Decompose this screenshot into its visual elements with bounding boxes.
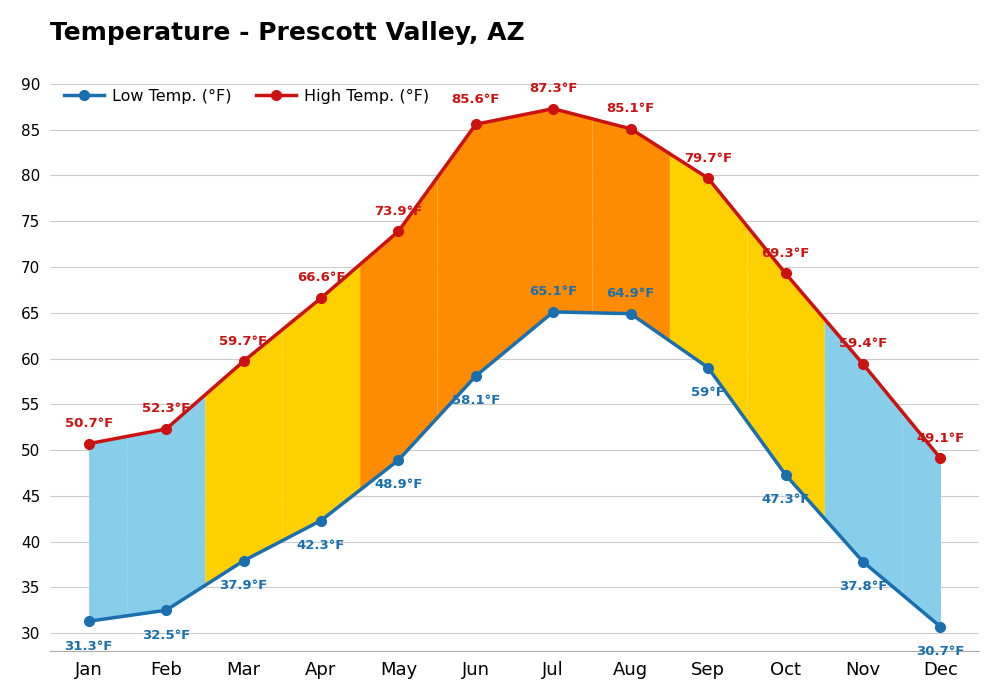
Text: 87.3°F: 87.3°F	[529, 82, 577, 95]
Line: Low Temp. (°F): Low Temp. (°F)	[84, 307, 945, 631]
High Temp. (°F)	[315, 294, 327, 302]
High Temp. (°F)	[857, 360, 869, 368]
Text: 31.3°F: 31.3°F	[64, 640, 113, 652]
Text: 69.3°F: 69.3°F	[761, 246, 810, 260]
Low Temp. (°F)	[392, 456, 404, 464]
Text: 79.7°F: 79.7°F	[684, 151, 732, 164]
Text: 32.5°F: 32.5°F	[142, 629, 190, 642]
Text: 59.4°F: 59.4°F	[839, 337, 887, 350]
Low Temp. (°F)	[934, 622, 946, 631]
Text: 48.9°F: 48.9°F	[374, 479, 423, 491]
Text: 85.1°F: 85.1°F	[607, 102, 655, 115]
Low Temp. (°F)	[857, 557, 869, 566]
Low Temp. (°F)	[547, 308, 559, 316]
Text: 52.3°F: 52.3°F	[142, 402, 190, 415]
Text: 65.1°F: 65.1°F	[529, 285, 577, 298]
High Temp. (°F)	[625, 125, 637, 133]
Text: 49.1°F: 49.1°F	[916, 432, 965, 444]
High Temp. (°F)	[83, 440, 95, 448]
High Temp. (°F)	[470, 120, 482, 128]
High Temp. (°F)	[702, 174, 714, 183]
High Temp. (°F)	[238, 357, 250, 365]
Low Temp. (°F)	[702, 363, 714, 372]
Text: 30.7°F: 30.7°F	[916, 645, 965, 658]
Text: Temperature - Prescott Valley, AZ: Temperature - Prescott Valley, AZ	[50, 21, 525, 45]
Text: 37.9°F: 37.9°F	[219, 579, 268, 592]
Low Temp. (°F)	[470, 372, 482, 380]
Low Temp. (°F)	[238, 556, 250, 565]
Text: 42.3°F: 42.3°F	[297, 539, 345, 552]
Text: 64.9°F: 64.9°F	[607, 287, 655, 300]
Text: 85.6°F: 85.6°F	[452, 93, 500, 106]
High Temp. (°F)	[392, 227, 404, 235]
High Temp. (°F)	[547, 104, 559, 113]
Legend: Low Temp. (°F), High Temp. (°F): Low Temp. (°F), High Temp. (°F)	[58, 83, 435, 110]
Low Temp. (°F)	[780, 470, 792, 479]
Text: 73.9°F: 73.9°F	[374, 204, 423, 218]
High Temp. (°F)	[780, 270, 792, 278]
Text: 47.3°F: 47.3°F	[761, 493, 810, 506]
Text: 59°F: 59°F	[691, 386, 725, 399]
Text: 59.7°F: 59.7°F	[219, 335, 268, 348]
Low Temp. (°F)	[160, 606, 172, 615]
Low Temp. (°F)	[625, 309, 637, 318]
Low Temp. (°F)	[83, 617, 95, 625]
Text: 37.8°F: 37.8°F	[839, 580, 887, 593]
Low Temp. (°F)	[315, 517, 327, 525]
High Temp. (°F)	[934, 454, 946, 463]
Line: High Temp. (°F): High Temp. (°F)	[84, 104, 945, 463]
Text: 66.6°F: 66.6°F	[297, 272, 345, 284]
High Temp. (°F)	[160, 425, 172, 433]
Text: 50.7°F: 50.7°F	[65, 417, 113, 430]
Text: 58.1°F: 58.1°F	[452, 394, 500, 407]
